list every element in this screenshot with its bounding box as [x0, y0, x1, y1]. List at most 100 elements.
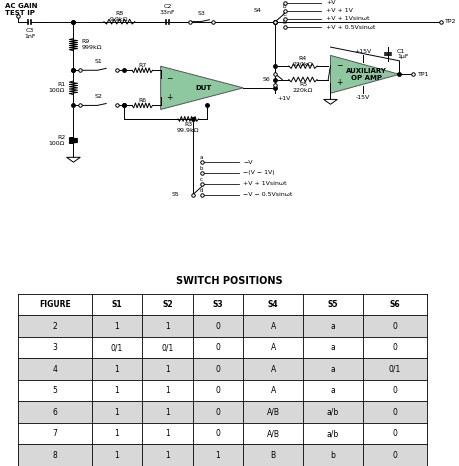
Text: 1: 1 [165, 322, 170, 330]
Bar [18, 445, 427, 466]
Text: S4: S4 [254, 8, 262, 14]
Text: 1: 1 [165, 364, 170, 374]
Text: 8: 8 [53, 451, 57, 460]
Polygon shape [67, 158, 80, 162]
Text: 0: 0 [216, 386, 220, 395]
Text: 0: 0 [392, 408, 397, 417]
Text: DUT: DUT [196, 85, 212, 91]
Text: c: c [200, 177, 203, 182]
Text: 1: 1 [115, 322, 119, 330]
Text: R2
100Ω: R2 100Ω [49, 135, 65, 146]
Text: +: + [336, 78, 342, 87]
Text: A: A [270, 386, 276, 395]
Text: S1: S1 [112, 300, 123, 309]
Text: 1: 1 [165, 408, 170, 417]
Text: 0/1: 0/1 [111, 343, 123, 352]
Text: R8
9.9kΩ: R8 9.9kΩ [110, 11, 129, 22]
Text: S2: S2 [162, 300, 173, 309]
Text: −: − [336, 62, 342, 70]
Text: S3: S3 [198, 11, 206, 16]
Text: 0: 0 [216, 408, 220, 417]
Text: +V + 1Vsinωt: +V + 1Vsinωt [243, 181, 287, 186]
Text: b: b [200, 166, 203, 171]
Text: 1: 1 [165, 429, 170, 438]
Text: 7: 7 [53, 429, 57, 438]
Text: 2: 2 [53, 322, 57, 330]
Text: 0: 0 [216, 343, 220, 352]
Text: −: − [166, 74, 173, 83]
Text: d: d [200, 188, 203, 193]
Text: A: A [282, 0, 286, 1]
Text: −V: −V [243, 160, 253, 164]
Text: R1
100Ω: R1 100Ω [49, 82, 65, 93]
Text: A/B: A/B [267, 408, 280, 417]
Text: R6: R6 [138, 98, 146, 103]
Text: 0: 0 [216, 429, 220, 438]
Text: 0: 0 [392, 451, 397, 460]
Text: R3
99.9kΩ: R3 99.9kΩ [177, 122, 200, 133]
Text: S5: S5 [328, 300, 338, 309]
Text: SWITCH POSITIONS: SWITCH POSITIONS [176, 276, 283, 286]
Text: AUXILIARY
OP AMP: AUXILIARY OP AMP [346, 68, 387, 81]
Text: 1: 1 [216, 451, 220, 460]
Text: 0/1: 0/1 [389, 364, 401, 374]
Text: C3
1nF: C3 1nF [24, 28, 36, 39]
Text: 0: 0 [392, 322, 397, 330]
Polygon shape [324, 99, 337, 104]
Text: a: a [200, 155, 203, 160]
Text: 1: 1 [115, 408, 119, 417]
Text: -15V: -15V [355, 95, 370, 100]
Text: 0: 0 [392, 343, 397, 352]
Text: a/b: a/b [327, 429, 339, 438]
Text: −V − 0.5Vsinωt: −V − 0.5Vsinωt [243, 192, 293, 197]
Text: R9
999kΩ: R9 999kΩ [82, 39, 102, 50]
Text: S6: S6 [263, 77, 271, 82]
Text: S2: S2 [95, 95, 103, 99]
Text: S4: S4 [268, 300, 279, 309]
Polygon shape [330, 55, 399, 93]
Text: +V + 1Vsinωt: +V + 1Vsinωt [326, 16, 369, 21]
Text: S3: S3 [213, 300, 224, 309]
Text: C2
33nF: C2 33nF [160, 4, 175, 15]
Text: 5: 5 [53, 386, 57, 395]
Text: a: a [330, 322, 335, 330]
Text: b: b [330, 451, 335, 460]
Text: +V: +V [326, 0, 336, 5]
Text: 1: 1 [165, 386, 170, 395]
Bar [18, 358, 427, 380]
Text: R7: R7 [138, 63, 146, 68]
Text: S1: S1 [95, 59, 102, 64]
Bar [18, 315, 427, 337]
Text: A/B: A/B [267, 429, 280, 438]
Text: 0: 0 [392, 386, 397, 395]
Text: 1: 1 [115, 364, 119, 374]
Text: R4
220kΩ: R4 220kΩ [293, 56, 313, 67]
Text: R5
220kΩ: R5 220kΩ [293, 82, 313, 93]
Text: TP1: TP1 [418, 72, 429, 77]
Text: −(V − 1V): −(V − 1V) [243, 171, 275, 176]
Text: +15V: +15V [354, 49, 371, 54]
Text: S6: S6 [389, 300, 400, 309]
Text: A: A [270, 364, 276, 374]
Text: a: a [330, 343, 335, 352]
Text: C1
1μF: C1 1μF [397, 48, 409, 59]
Text: +: + [166, 93, 173, 102]
Text: TP2: TP2 [445, 19, 457, 24]
Text: 0/1: 0/1 [162, 343, 174, 352]
Text: 1: 1 [115, 451, 119, 460]
Text: A: A [270, 322, 276, 330]
Text: AC GAIN
TEST IP: AC GAIN TEST IP [5, 3, 37, 16]
Text: 0: 0 [392, 429, 397, 438]
Text: B: B [282, 4, 286, 9]
Text: 1: 1 [165, 451, 170, 460]
Text: S5: S5 [171, 192, 179, 197]
Text: +1V: +1V [278, 96, 291, 101]
Text: 1: 1 [115, 429, 119, 438]
Text: 1: 1 [115, 386, 119, 395]
Text: 6: 6 [53, 408, 57, 417]
Text: 3: 3 [53, 343, 57, 352]
Text: FIGURE: FIGURE [39, 300, 71, 309]
Text: B: B [270, 451, 276, 460]
Text: A: A [270, 343, 276, 352]
Polygon shape [161, 66, 243, 110]
